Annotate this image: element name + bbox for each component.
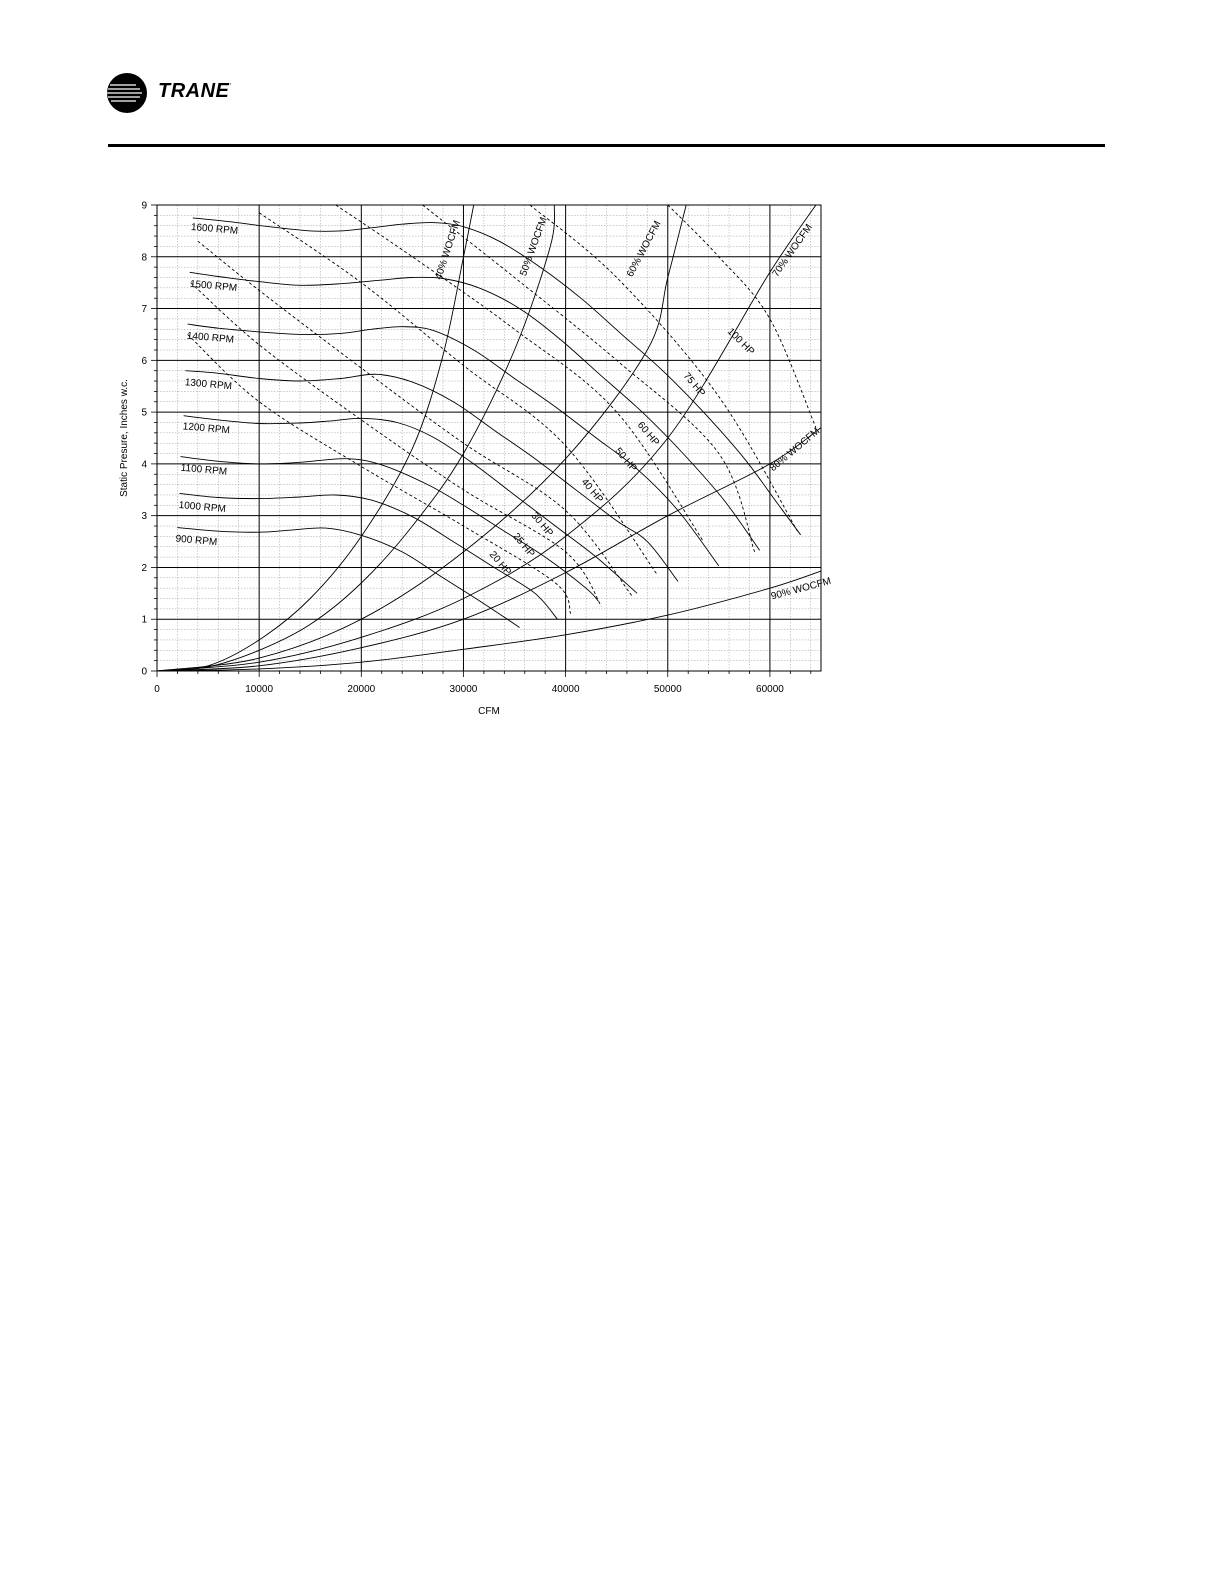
trane-circle-logo-icon	[107, 73, 147, 113]
y-tick-label: 1	[141, 615, 147, 626]
plot-frame	[156, 204, 822, 672]
brand-mark: ·	[229, 82, 232, 88]
y-tick-label: 3	[141, 511, 147, 522]
hp-line-20-hp	[187, 334, 572, 615]
wocfm-curve-90pct-wocfm	[156, 570, 822, 672]
wocfm-curve-50pct-wocfm	[156, 204, 556, 672]
brand-name: TRANE·	[158, 80, 232, 103]
x-tick-label: 20000	[347, 684, 375, 695]
x-tick-label: 40000	[552, 684, 580, 695]
y-tick-label: 9	[141, 201, 147, 212]
hp-label-30-hp: 30 HP	[529, 511, 556, 540]
rpm-curve-1400-rpm	[187, 323, 720, 567]
x-axis-label: CFM	[478, 706, 500, 717]
chart-series	[156, 204, 822, 672]
chart-labels: 900 RPM 1000 RPM 1100 RPM 1200 RPM 1300 RPM 1…	[175, 216, 832, 603]
plot-border	[156, 204, 822, 672]
wocfm-label-90pct-wocfm: 90% WOCFM	[770, 576, 832, 603]
y-axis-label: Static Presure, Inches w.c.	[119, 379, 130, 497]
major-grid	[156, 204, 821, 672]
hp-line-25-hp	[190, 282, 602, 607]
hp-line-100-hp	[667, 204, 817, 428]
rpm-curve-1000-rpm	[179, 492, 558, 620]
y-tick-label: 4	[141, 459, 147, 470]
wocfm-label-60pct-wocfm: 60% WOCFM	[625, 219, 664, 279]
wocfm-curve-40pct-wocfm	[156, 204, 475, 672]
header-rule	[108, 144, 1105, 147]
x-tick-label: 0	[154, 684, 160, 695]
y-tick-label: 8	[141, 252, 147, 263]
rpm-curve-900-rpm	[177, 527, 520, 628]
y-tick-label: 0	[141, 667, 147, 678]
hp-label-50-hp: 50 HP	[612, 446, 639, 475]
hp-line-50-hp	[335, 204, 704, 542]
rpm-curve-1200-rpm	[183, 415, 638, 594]
rpm-label-1500-rpm: 1500 RPM	[189, 279, 237, 294]
rpm-curve-1300-rpm	[185, 370, 679, 582]
rpm-curve-1500-rpm	[189, 271, 761, 551]
hp-label-40-hp: 40 HP	[579, 477, 606, 506]
rpm-label-1300-rpm: 1300 RPM	[184, 377, 232, 392]
y-tick-label: 7	[141, 304, 147, 315]
rpm-label-900-rpm: 900 RPM	[175, 534, 217, 549]
page-header: TRANE·	[0, 0, 1224, 160]
hp-line-40-hp	[258, 212, 658, 576]
x-tick-label: 50000	[654, 684, 682, 695]
minor-grid	[157, 205, 821, 671]
wocfm-curve-80pct-wocfm	[156, 427, 822, 672]
x-tick-label: 10000	[245, 684, 273, 695]
rpm-label-1400-rpm: 1400 RPM	[186, 331, 234, 346]
wocfm-curve-70pct-wocfm	[156, 204, 817, 672]
wocfm-label-70pct-wocfm: 70% WOCFM	[771, 222, 815, 279]
rpm-curve-1600-rpm	[192, 217, 801, 536]
wocfm-curve-60pct-wocfm	[156, 204, 687, 672]
rpm-label-1000-rpm: 1000 RPM	[178, 500, 226, 515]
rpm-curve-1100-rpm	[180, 456, 599, 602]
y-tick-label: 6	[141, 356, 147, 367]
hp-label-100-hp: 100 HP	[725, 326, 757, 358]
fan-performance-chart: 0 1 2 3 4 5 6 7 8 9 0 10000 20000 30000 40000 50000 6000…	[119, 201, 832, 718]
rpm-label-1200-rpm: 1200 RPM	[182, 421, 230, 436]
wocfm-label-40pct-wocfm: 40% WOCFM	[433, 219, 463, 281]
rpm-label-1100-rpm: 1100 RPM	[180, 463, 227, 478]
x-tick-label: 60000	[756, 684, 784, 695]
hp-label-60-hp: 60 HP	[635, 420, 662, 449]
hp-line-60-hp	[422, 204, 756, 553]
rpm-label-1600-rpm: 1600 RPM	[190, 222, 238, 237]
y-tick-label: 5	[141, 408, 147, 419]
y-tick-label: 2	[141, 563, 147, 574]
brand-text: TRANE	[158, 80, 230, 102]
hp-label-20-hp: 20 HP	[487, 549, 514, 578]
hp-line-30-hp	[197, 240, 633, 597]
axis-ticks: 0 1 2 3 4 5 6 7 8 9 0 10000 20000 30000 40000 50000 6000…	[141, 201, 812, 695]
x-tick-label: 30000	[450, 684, 478, 695]
wocfm-label-80pct-wocfm: 80% WOCFM	[768, 426, 822, 474]
hp-line-75-hp	[529, 204, 798, 532]
